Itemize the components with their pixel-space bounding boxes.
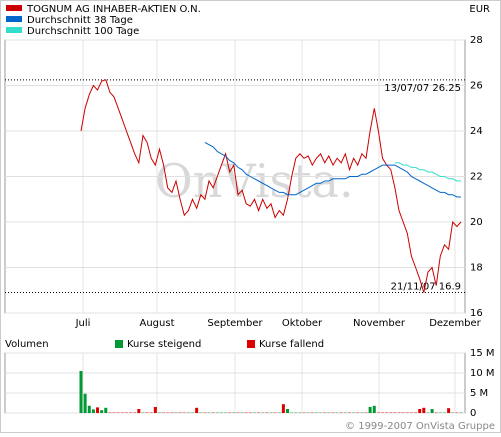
legend-swatch [6,16,22,22]
volume-tick-label: 15 M [470,348,495,359]
currency: EUR [469,4,490,15]
volume-bar [154,407,157,413]
x-tick-label: Juli [75,318,91,329]
y-tick-label: 28 [470,35,483,46]
volume-bar [282,404,285,413]
volume-tick-label: 10 M [470,368,495,379]
legend-label: Durchschnitt 38 Tage [27,15,133,26]
legend-swatch [6,27,22,33]
volume-bar [80,371,83,413]
volume-tick-label: 5 M [470,388,488,399]
volume-bar [96,407,99,413]
volume-bar [431,409,434,413]
legend-down-swatch [247,340,255,348]
volume-bar [369,407,372,413]
volume-bar [84,394,87,413]
volume-bar [137,409,140,413]
volume-bar [422,408,425,413]
annotation-label: 13/07/07 26.25 [384,83,461,94]
volume-bar [447,408,450,413]
y-tick-label: 26 [470,81,483,92]
copyright: © 1999-2007 OnVista Gruppe [345,421,495,432]
legend-up-swatch [115,340,123,348]
legend-up: Kurse steigend [127,339,201,350]
x-tick-label: September [207,318,263,329]
volume-bar [92,409,95,413]
volume-bar [88,406,91,413]
volume-bar [286,409,289,413]
y-tick-label: 20 [470,217,483,228]
y-tick-label: 22 [470,172,483,183]
volume-bar [104,408,107,413]
legend-label: TOGNUM AG INHABER-AKTIEN O.N. [26,4,201,15]
legend-down: Kurse fallend [259,339,324,350]
legend-label: Durchschnitt 100 Tage [27,26,139,37]
legend-swatch [6,5,22,11]
x-tick-label: November [353,318,406,329]
y-tick-label: 18 [470,263,483,274]
x-tick-label: August [140,318,175,329]
volume-bar [195,408,198,413]
x-tick-label: Dezember [429,318,481,329]
volume-title: Volumen [5,339,49,350]
volume-bar [418,409,421,413]
y-tick-label: 16 [470,308,483,319]
volume-bar [373,406,376,413]
x-tick-label: Oktober [282,318,323,329]
volume-tick-label: 0 [470,408,476,419]
volume-bar [100,410,103,413]
y-tick-label: 24 [470,126,483,137]
